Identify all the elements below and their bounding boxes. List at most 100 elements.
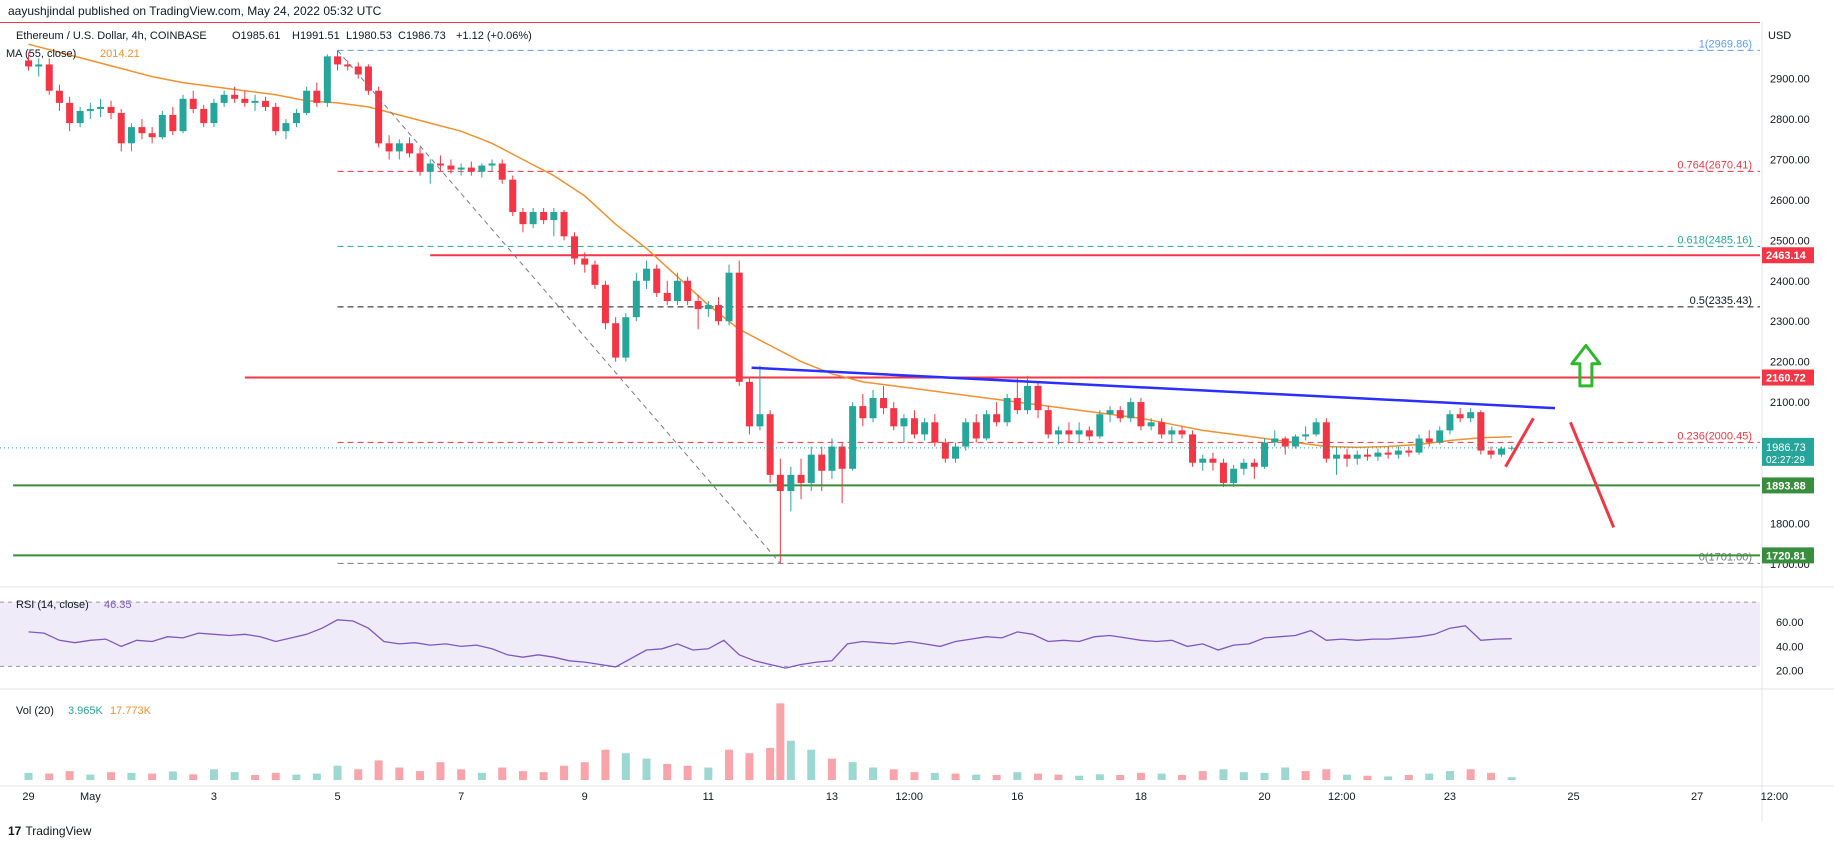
candle-body bbox=[1178, 430, 1186, 435]
candle bbox=[900, 414, 908, 443]
time-tick-label: 18 bbox=[1135, 791, 1147, 803]
candle bbox=[1158, 418, 1166, 439]
candle bbox=[406, 137, 414, 158]
candle bbox=[117, 108, 125, 152]
candle-body bbox=[704, 305, 712, 310]
candle-body bbox=[1189, 434, 1197, 463]
candle bbox=[849, 402, 857, 471]
volume-bar bbox=[1116, 775, 1125, 780]
time-tick-label: 20 bbox=[1258, 791, 1270, 803]
candle-body bbox=[540, 212, 548, 221]
volume-bar bbox=[374, 760, 383, 780]
candle-body bbox=[993, 414, 1001, 423]
candle bbox=[519, 207, 527, 233]
volume-bar bbox=[725, 749, 734, 780]
candle bbox=[756, 365, 764, 431]
candle bbox=[1137, 398, 1145, 431]
candle-body bbox=[910, 418, 918, 435]
rsi-tick-label: 40.00 bbox=[1776, 641, 1804, 653]
candle bbox=[725, 264, 733, 326]
candle bbox=[179, 94, 187, 134]
price-tick-label: 2300.00 bbox=[1770, 316, 1810, 328]
candle bbox=[1261, 438, 1269, 469]
candle bbox=[467, 161, 475, 176]
rsi-line bbox=[28, 619, 1512, 669]
level-axis-label: 2160.72 bbox=[1766, 373, 1806, 385]
candle-body bbox=[684, 280, 692, 301]
candle bbox=[859, 393, 867, 427]
candle-body bbox=[776, 474, 784, 492]
time-tick-label: 12:00 bbox=[1328, 791, 1356, 803]
candle bbox=[1013, 377, 1021, 415]
time-tick-label: 7 bbox=[458, 791, 464, 803]
candle bbox=[127, 123, 135, 152]
volume-bar bbox=[457, 769, 466, 780]
volume-bar bbox=[869, 767, 878, 780]
candle bbox=[1106, 406, 1114, 423]
volume-bar bbox=[477, 772, 486, 780]
candle bbox=[1291, 434, 1299, 449]
price-tick-label: 2800.00 bbox=[1770, 114, 1810, 126]
volume-bar bbox=[1322, 769, 1331, 780]
candle bbox=[1250, 458, 1258, 479]
candle bbox=[1199, 454, 1207, 471]
candle-body bbox=[344, 64, 352, 67]
candle-body bbox=[25, 60, 33, 67]
candle-body bbox=[1374, 452, 1382, 457]
candle-body bbox=[1054, 430, 1062, 435]
candle-body bbox=[1085, 430, 1093, 437]
candle bbox=[1312, 418, 1320, 437]
rsi-legend-value: 46.35 bbox=[104, 599, 132, 611]
fib-diagonal bbox=[337, 50, 781, 564]
volume-bar bbox=[189, 774, 198, 780]
candle bbox=[282, 119, 290, 140]
candle bbox=[1281, 436, 1289, 455]
candle-body bbox=[231, 94, 239, 99]
candle-body bbox=[1487, 450, 1495, 455]
candle bbox=[663, 280, 671, 306]
volume-bars: 100K 200K bbox=[24, 703, 1516, 780]
candle bbox=[1271, 430, 1279, 447]
candle-body bbox=[591, 264, 599, 285]
ohlc-open: O1985.61 bbox=[232, 30, 280, 42]
volume-bar bbox=[271, 772, 280, 780]
candle bbox=[313, 82, 321, 107]
volume-bar bbox=[580, 762, 589, 780]
chart-canvas[interactable]: 100K 200K 20.00 40.00 60.00 1(2969.86) 0.764… bbox=[0, 22, 1834, 822]
candle-body bbox=[1281, 438, 1289, 447]
candle-body bbox=[632, 280, 640, 318]
ma55-line bbox=[28, 43, 1512, 449]
candle bbox=[1116, 406, 1124, 423]
candle bbox=[1456, 408, 1464, 423]
candle-body bbox=[1446, 414, 1454, 431]
volume-bar bbox=[354, 769, 363, 780]
candle-body bbox=[416, 153, 424, 172]
candle-body bbox=[138, 127, 146, 134]
candle bbox=[189, 90, 197, 113]
fib-level-label: 1(2969.86) bbox=[1699, 38, 1752, 50]
published-caption: aayushjindal published on TradingView.co… bbox=[8, 4, 382, 18]
candle bbox=[1003, 393, 1011, 427]
candle-body bbox=[1322, 422, 1330, 459]
candle bbox=[704, 300, 712, 318]
volume-bar bbox=[1260, 772, 1269, 780]
candle bbox=[323, 54, 331, 107]
price-axis: 1700.001800.002000.002100.002200.002300.… bbox=[1762, 74, 1814, 571]
candle bbox=[818, 446, 826, 492]
candle-body bbox=[148, 133, 156, 138]
time-tick-label: 9 bbox=[582, 791, 588, 803]
candle bbox=[838, 442, 846, 504]
candle-body bbox=[725, 272, 733, 322]
tradingview-logo[interactable]: 17 TradingView bbox=[8, 824, 91, 838]
vol-legend-value1: 3.965K bbox=[68, 705, 104, 717]
volume-bar bbox=[148, 773, 157, 780]
candle-body bbox=[1013, 398, 1021, 411]
candle bbox=[612, 317, 620, 362]
level-axis-tag bbox=[1762, 547, 1814, 564]
candle-body bbox=[117, 112, 125, 144]
candle bbox=[97, 98, 105, 118]
candle bbox=[694, 294, 702, 330]
candle-body bbox=[1291, 436, 1299, 447]
volume-bar bbox=[889, 769, 898, 780]
candle-body bbox=[1168, 430, 1176, 435]
